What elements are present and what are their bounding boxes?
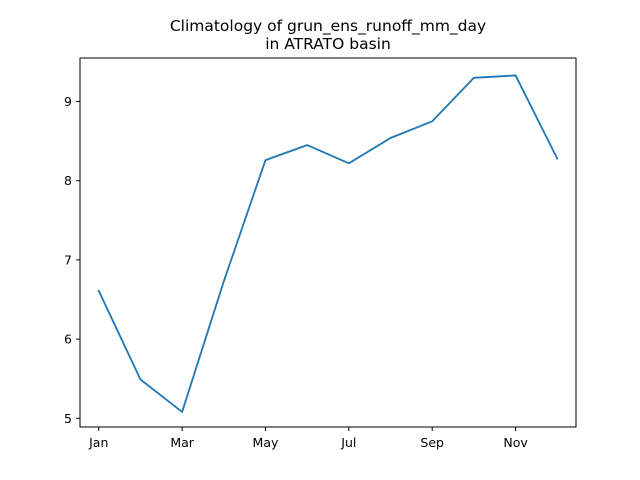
x-tick-label: Jul (340, 435, 356, 450)
chart-title-line-1: Climatology of grun_ens_runoff_mm_day (170, 17, 486, 36)
y-tick-label: 7 (64, 252, 72, 267)
x-tick-label: May (253, 435, 279, 450)
y-tick-label: 6 (64, 332, 72, 347)
x-tick-label: Sep (420, 435, 444, 450)
plot-frame (79, 57, 577, 428)
y-tick-label: 8 (64, 173, 72, 188)
runoff-series-line (97, 74, 559, 413)
series-lines (97, 74, 559, 413)
chart-title-line-2: in ATRATO basin (265, 35, 391, 53)
x-tick-label: Nov (503, 435, 528, 450)
x-tick-label: Jan (88, 435, 108, 450)
axis-ticks: Jan Mar May Jul Sep Nov 5 6 7 8 9 (64, 94, 528, 450)
y-tick-label: 5 (64, 411, 72, 426)
x-tick-label: Mar (170, 435, 194, 450)
y-tick-label: 9 (64, 94, 72, 109)
